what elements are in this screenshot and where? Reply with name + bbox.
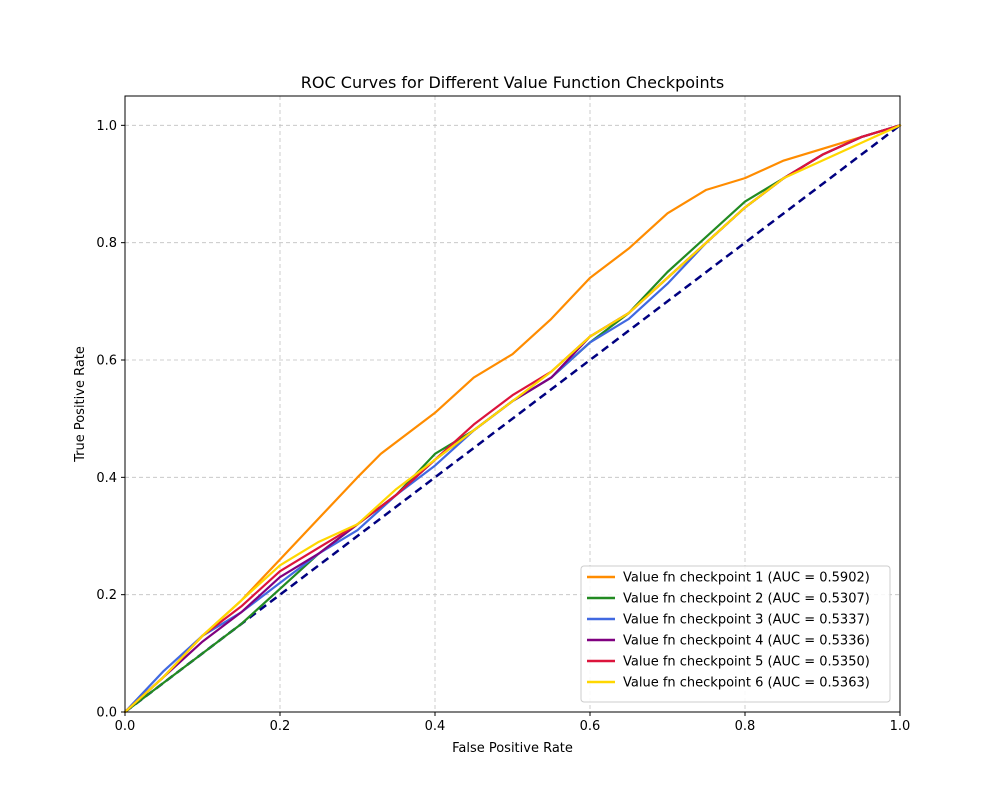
x-tick-label: 0.2 <box>270 719 291 734</box>
x-tick-label: 0.4 <box>425 719 446 734</box>
legend-box <box>580 565 891 703</box>
x-axis-label: False Positive Rate <box>452 741 573 756</box>
legend-label: Value fn checkpoint 3 (AUC = 0.5337) <box>623 613 870 628</box>
x-tick-label: 0.6 <box>580 719 601 734</box>
y-tick-label: 0.8 <box>96 236 117 251</box>
x-axis-ticks: 0.0 0.2 0.4 0.6 0.8 1.0 <box>115 712 911 734</box>
y-tick-label: 1.0 <box>96 119 117 134</box>
series-line-checkpoint-1 <box>123 124 902 714</box>
y-tick-label: 0.0 <box>96 706 117 721</box>
y-tick-label: 0.6 <box>96 354 117 369</box>
legend-label: Value fn checkpoint 1 (AUC = 0.5902) <box>623 571 870 586</box>
x-tick-label: 0.8 <box>735 719 756 734</box>
diagonal-reference <box>124 124 901 713</box>
legend: Value fn checkpoint 1 (AUC = 0.5902) Valu… <box>580 565 891 703</box>
legend-label: Value fn checkpoint 2 (AUC = 0.5307) <box>623 592 870 607</box>
series-line-checkpoint-6 <box>123 124 902 714</box>
x-tick-label: 1.0 <box>890 719 911 734</box>
y-axis-ticks: 0.0 0.2 0.4 0.6 0.8 1.0 <box>96 119 125 721</box>
y-axis-label: True Positive Rate <box>73 346 88 463</box>
legend-label: Value fn checkpoint 5 (AUC = 0.5350) <box>623 655 870 670</box>
y-tick-label: 0.2 <box>96 588 117 603</box>
diagonal-reference-line <box>124 124 901 713</box>
y-tick-label: 0.4 <box>96 471 117 486</box>
series-lines <box>123 124 902 714</box>
legend-label: Value fn checkpoint 6 (AUC = 0.5363) <box>623 676 870 691</box>
chart-title: ROC Curves for Different Value Function … <box>301 73 724 92</box>
plot-frame <box>124 95 901 713</box>
legend-label: Value fn checkpoint 4 (AUC = 0.5336) <box>623 634 870 649</box>
x-tick-label: 0.0 <box>115 719 136 734</box>
